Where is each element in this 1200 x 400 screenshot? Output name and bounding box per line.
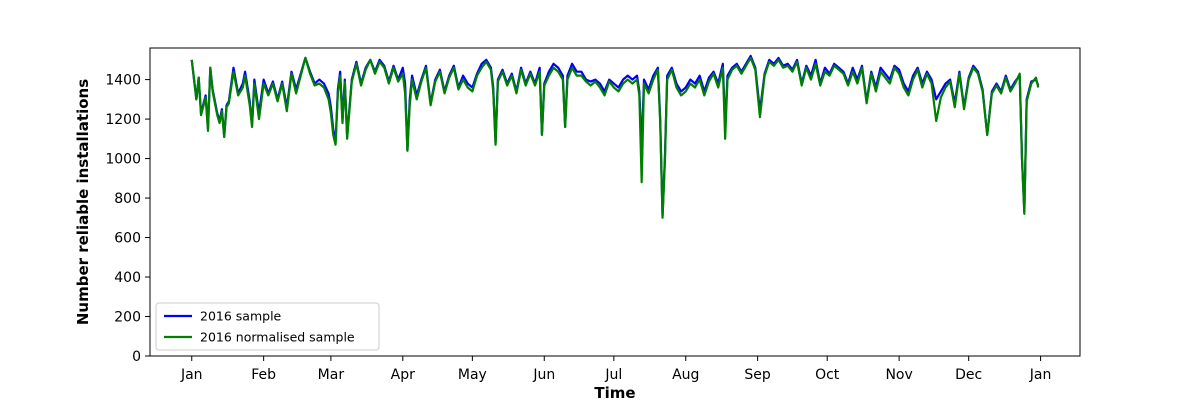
legend-entry: 2016 normalised sample (200, 330, 355, 345)
y-axis-ticks: 0 200 400 600 800 1000 1200 1400 (105, 73, 150, 365)
x-tick-label: Aug (672, 367, 699, 383)
y-axis-label: Number reliable installations (74, 79, 92, 325)
x-tick-label: Apr (391, 367, 415, 383)
series-line-0 (190, 54, 1040, 217)
x-tick-label: Feb (251, 367, 276, 383)
x-tick-label: May (458, 367, 487, 383)
x-tick-label: Nov (885, 367, 912, 383)
y-tick-label: 0 (132, 349, 141, 365)
x-tick-label: Dec (955, 367, 982, 383)
y-tick-label: 1000 (105, 152, 141, 168)
x-tick-label: Jan (1029, 367, 1052, 383)
x-tick-label: Jul (604, 367, 622, 383)
legend-entry: 2016 sample (200, 309, 282, 324)
legend-box (155, 302, 380, 351)
x-tick-label: Mar (318, 367, 345, 383)
x-tick-label: Jan (180, 367, 203, 383)
series-lines (190, 54, 1040, 219)
legend: 2016 sample 2016 normalised sample (155, 302, 380, 351)
x-tick-label: Sep (744, 367, 771, 383)
y-tick-label: 200 (114, 310, 141, 326)
x-axis-ticks: Jan Feb Mar Apr May Jun Jul Aug Sep Oct Nov Dec Jan (180, 356, 1051, 383)
y-tick-label: 1200 (105, 112, 141, 128)
x-tick-label: Oct (815, 367, 840, 383)
x-tick-label: Jun (532, 367, 555, 383)
y-tick-label: 600 (114, 231, 141, 247)
x-axis-label: Time (594, 384, 635, 400)
y-tick-label: 1400 (105, 73, 141, 89)
axes-frame (149, 47, 1081, 357)
y-tick-label: 800 (114, 191, 141, 207)
y-tick-label: 400 (114, 270, 141, 286)
series-line-1 (190, 56, 1040, 219)
